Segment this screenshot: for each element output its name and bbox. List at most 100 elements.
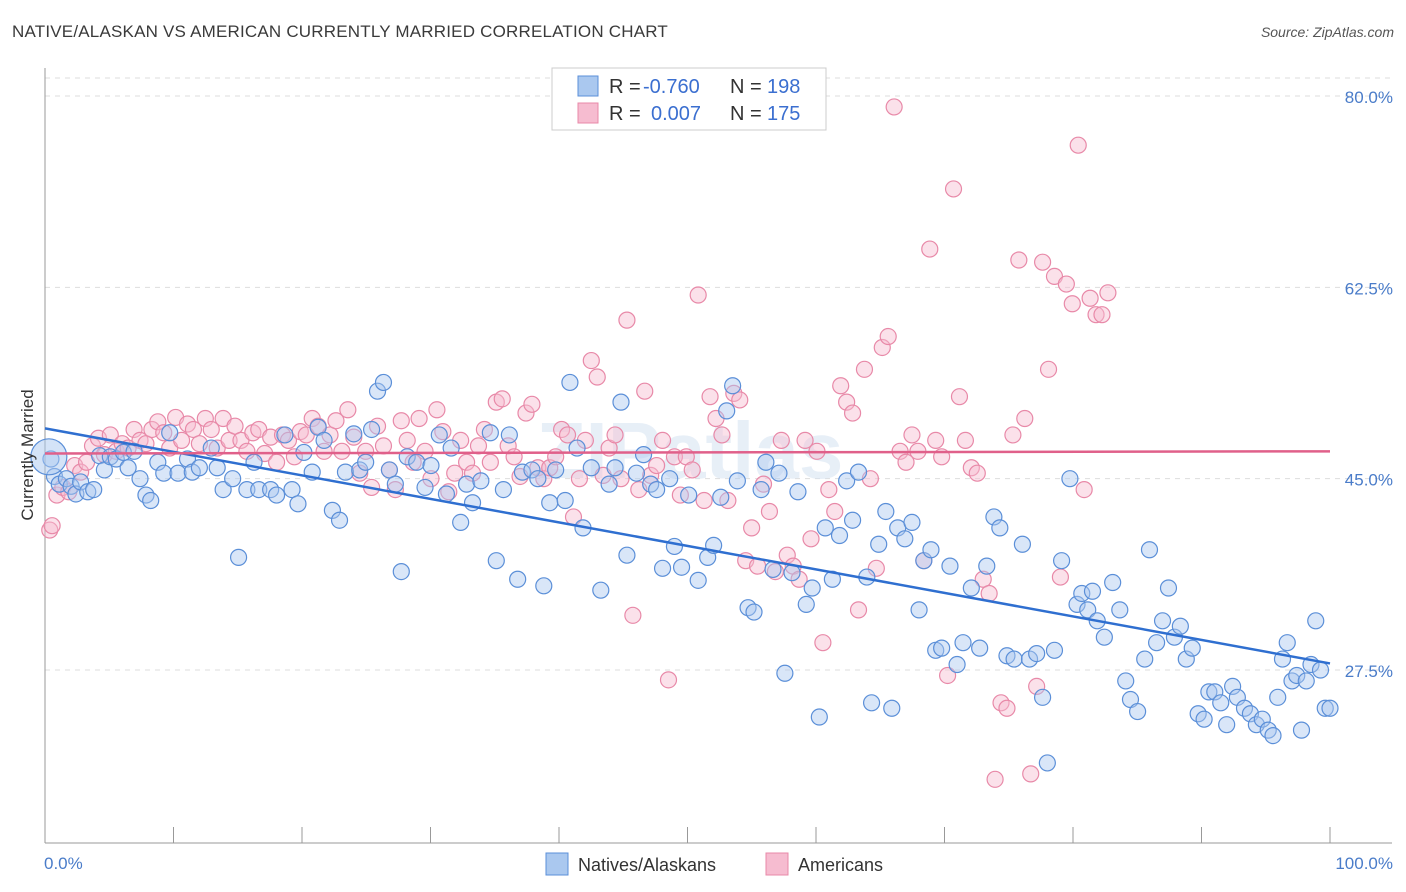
american-point-160 (986, 770, 1004, 788)
native-point-21 (161, 424, 179, 442)
native-point-69 (500, 426, 518, 444)
american-point-88 (558, 426, 577, 444)
american-point-32 (226, 417, 244, 435)
american-point-176 (1081, 289, 1099, 307)
native-point-30 (229, 548, 248, 566)
american-point-93 (588, 368, 606, 386)
american-point-173 (1063, 295, 1081, 313)
native-point-141 (991, 519, 1009, 537)
american-point-71 (458, 453, 476, 471)
legend-swatch-pink (577, 102, 599, 124)
american-point-60 (392, 412, 410, 430)
native-point-57 (416, 478, 434, 497)
american-point-143 (885, 98, 903, 116)
american-point-99 (624, 606, 642, 624)
american-point-77 (493, 390, 511, 408)
native-point-25 (190, 459, 208, 477)
native-point-93 (665, 537, 684, 556)
native-point-174 (1200, 683, 1218, 701)
american-point-84 (535, 470, 553, 488)
american-point-79 (505, 448, 523, 466)
native-point-106 (757, 453, 775, 471)
american-point-90 (570, 470, 589, 488)
native-point-123 (870, 535, 888, 553)
native-point-194 (1307, 612, 1325, 630)
native-point-183 (1253, 710, 1271, 728)
native-point-197 (1321, 699, 1339, 717)
series-legend: Natives/Alaskans Americans (545, 852, 883, 876)
american-point-103 (648, 456, 666, 475)
native-point-137 (962, 579, 980, 597)
native-point-62 (452, 513, 470, 532)
legend-r-value-1: -0.760 (643, 76, 700, 98)
american-point-128 (796, 431, 814, 449)
native-point-144 (1013, 535, 1032, 553)
american-point-132 (820, 481, 838, 499)
american-point-98 (618, 311, 636, 329)
correlation-legend: R = -0.760 N = 198 R = 0.007 N = 175 (551, 67, 827, 131)
native-point-119 (843, 511, 862, 529)
native-point-184 (1259, 721, 1277, 739)
bottom-legend-natives: Natives/Alaskans (578, 855, 716, 875)
native-point-53 (386, 475, 404, 493)
native-point-190 (1288, 666, 1306, 685)
american-point-179 (1099, 284, 1117, 302)
y-tick-label-1: 62.5% (1345, 279, 1393, 298)
native-point-49 (362, 420, 381, 439)
american-point-101 (636, 382, 654, 400)
american-point-61 (398, 431, 416, 449)
americans-trend-line (44, 450, 1331, 455)
american-point-145 (897, 453, 915, 471)
american-point-111 (695, 491, 713, 510)
legend-n-value-1: 198 (767, 76, 800, 98)
american-point-124 (772, 431, 790, 449)
native-point-63 (458, 475, 476, 493)
american-point-123 (766, 562, 784, 581)
american-point-112 (701, 388, 719, 406)
native-point-51 (374, 373, 393, 392)
native-point-37 (283, 481, 301, 499)
native-point-31 (238, 481, 256, 499)
american-point-178 (1093, 306, 1111, 324)
bottom-legend-swatch-blue (545, 852, 569, 876)
bottom-legend-swatch-pink (765, 852, 789, 876)
native-point-124 (877, 502, 895, 521)
native-point-66 (481, 424, 499, 442)
native-point-12 (107, 450, 125, 468)
native-point-158 (1104, 573, 1122, 592)
native-point-165 (1148, 634, 1166, 652)
native-point-81 (582, 459, 600, 477)
native-point-96 (689, 571, 707, 589)
native-point-146 (1028, 644, 1046, 663)
native-point-large (30, 438, 68, 476)
native-point-6 (72, 473, 90, 491)
american-point-66 (428, 401, 446, 419)
native-point-178 (1224, 677, 1242, 696)
american-point-175 (1075, 481, 1093, 499)
american-point-166 (1022, 765, 1040, 783)
native-point-105 (752, 481, 770, 499)
native-point-157 (1095, 628, 1113, 646)
native-point-153 (1073, 584, 1091, 603)
american-point-140 (867, 559, 885, 577)
native-point-15 (125, 442, 143, 460)
native-point-20 (155, 464, 173, 482)
american-point-138 (855, 360, 874, 378)
native-point-135 (948, 655, 966, 674)
american-point-63 (410, 409, 428, 428)
native-point-169 (1171, 617, 1189, 635)
american-point-133 (826, 502, 844, 521)
native-point-33 (250, 481, 268, 499)
american-point-164 (1010, 251, 1028, 269)
american-point-171 (1051, 568, 1070, 586)
native-point-128 (903, 513, 921, 532)
american-point-96 (606, 426, 624, 444)
bottom-legend-americans: Americans (798, 855, 883, 875)
native-point-56 (408, 453, 426, 471)
native-point-131 (922, 541, 940, 559)
american-point-155 (956, 431, 975, 449)
native-point-16 (131, 470, 149, 488)
native-point-52 (380, 461, 399, 479)
y-tick-label-2: 45.0% (1345, 471, 1393, 490)
native-point-18 (142, 491, 160, 510)
